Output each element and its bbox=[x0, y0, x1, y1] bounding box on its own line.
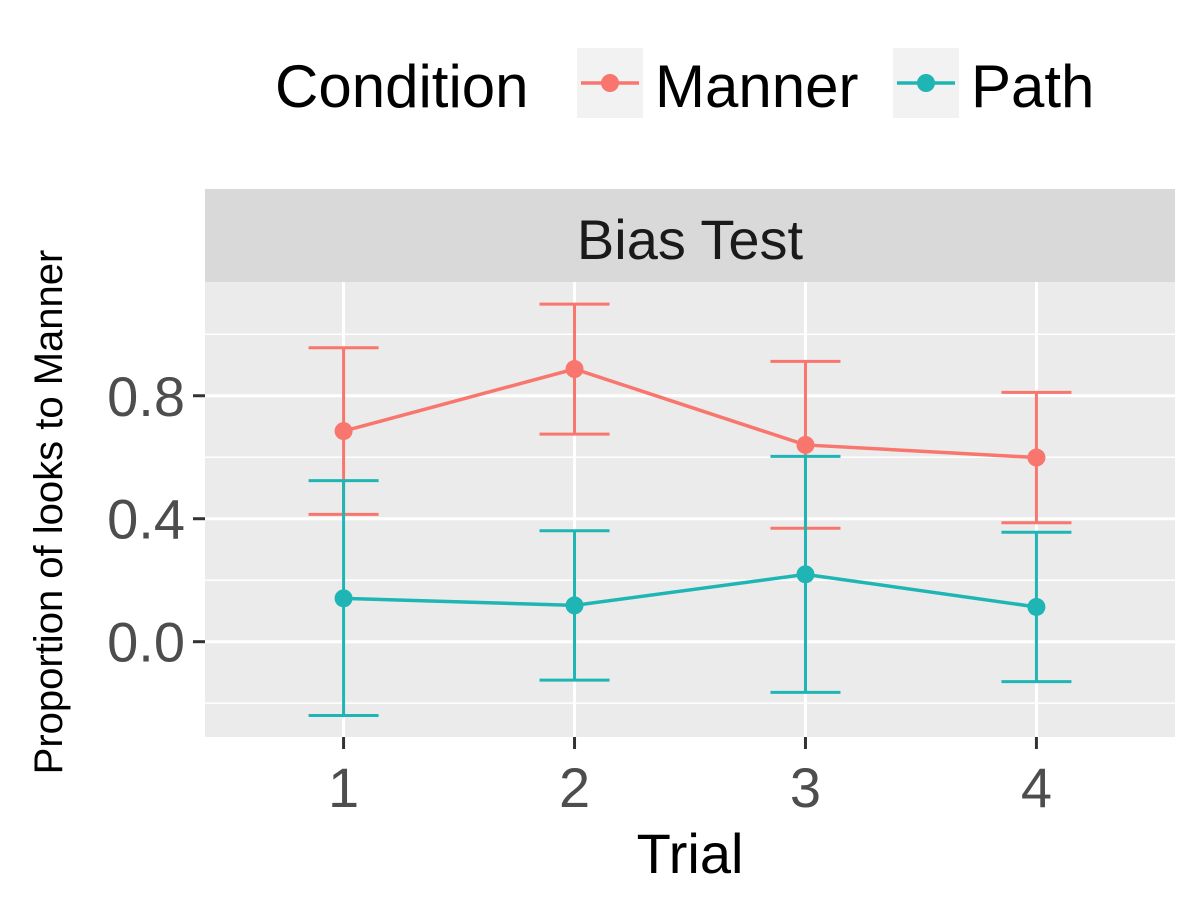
legend-item-manner: Manner bbox=[577, 48, 858, 120]
plot-panel bbox=[205, 282, 1175, 737]
legend-item-path: Path bbox=[893, 48, 1094, 120]
data-point bbox=[334, 422, 353, 441]
y-axis-title: Proportion of looks to Manner bbox=[27, 250, 71, 775]
series-path bbox=[308, 454, 1072, 717]
x-tick-label: 4 bbox=[1021, 756, 1052, 819]
x-axis: 1 2 3 4 bbox=[328, 737, 1052, 819]
data-point bbox=[796, 565, 815, 584]
legend-label: Path bbox=[971, 53, 1094, 120]
x-tick-label: 3 bbox=[790, 756, 821, 819]
series-line bbox=[343, 367, 1037, 460]
y-axis: 0.0 0.4 0.8 bbox=[107, 365, 205, 674]
facet-strip bbox=[205, 189, 1175, 282]
data-point bbox=[796, 435, 815, 454]
data-point bbox=[565, 360, 584, 379]
series-line bbox=[343, 572, 1037, 609]
legend: Condition Manner Path bbox=[275, 48, 1094, 120]
data-point bbox=[565, 596, 584, 615]
series-layer bbox=[308, 302, 1072, 717]
y-tick-label: 0.8 bbox=[107, 365, 185, 428]
legend-key-point bbox=[917, 74, 935, 92]
x-axis-title: Trial bbox=[637, 822, 744, 885]
y-tick-label: 0.4 bbox=[107, 488, 185, 551]
y-tick-label: 0.0 bbox=[107, 611, 185, 674]
x-tick-label: 2 bbox=[559, 756, 590, 819]
x-tick-label: 1 bbox=[328, 756, 359, 819]
legend-key-point bbox=[601, 74, 619, 92]
data-point bbox=[1027, 597, 1046, 616]
legend-title: Condition bbox=[275, 53, 529, 120]
facet-strip-label: Bias Test bbox=[577, 208, 804, 271]
legend-label: Manner bbox=[655, 53, 858, 120]
data-point bbox=[334, 589, 353, 608]
data-point bbox=[1027, 448, 1046, 467]
